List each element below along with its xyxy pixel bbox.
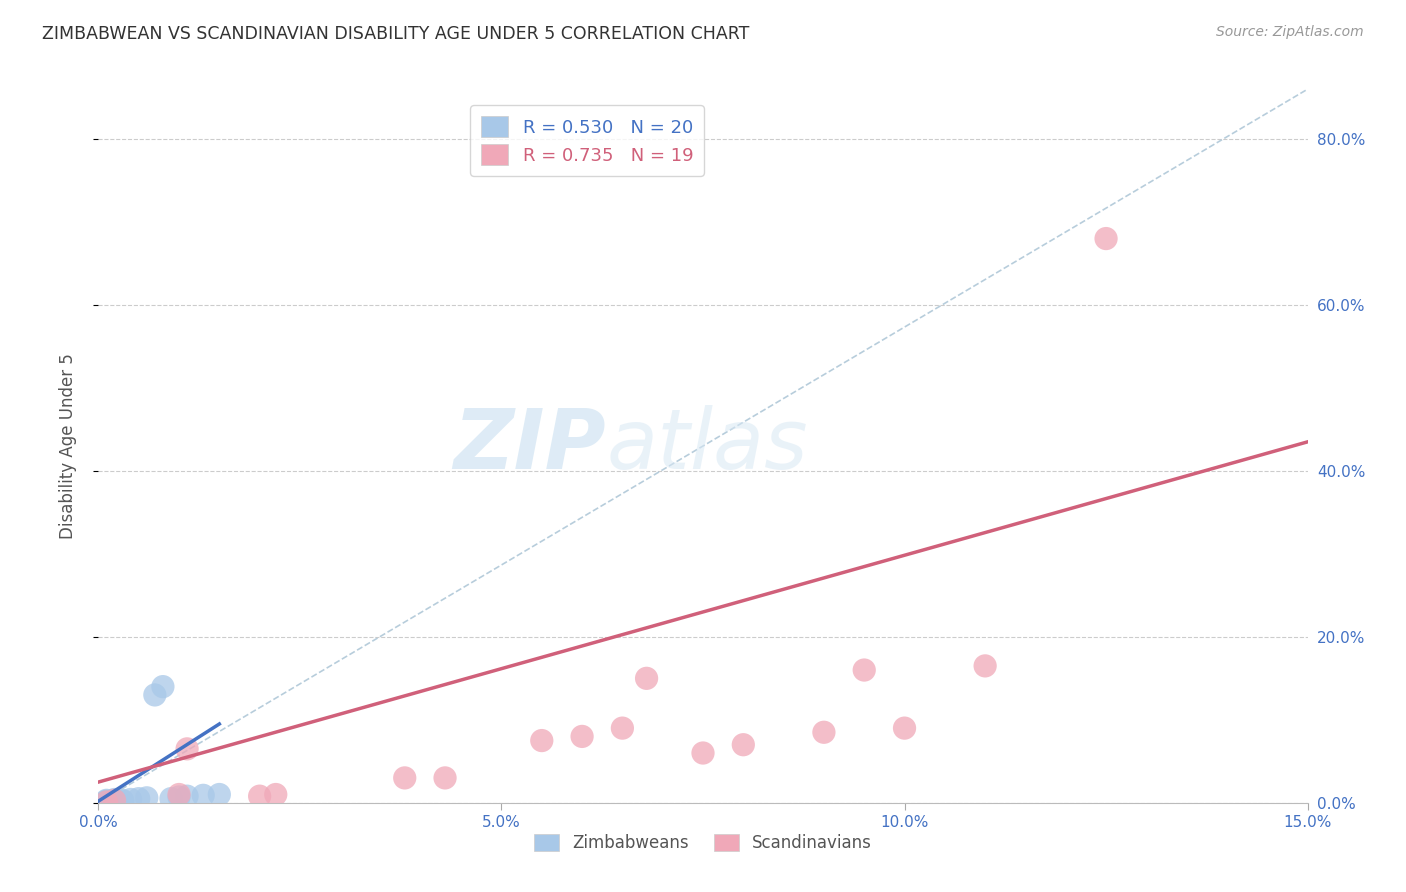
Text: ZIMBABWEAN VS SCANDINAVIAN DISABILITY AGE UNDER 5 CORRELATION CHART: ZIMBABWEAN VS SCANDINAVIAN DISABILITY AG… [42, 25, 749, 43]
Point [530, 733, 553, 747]
Point [160, 791, 183, 805]
Point [394, 771, 416, 785]
Text: atlas: atlas [606, 406, 808, 486]
Point [128, 791, 150, 805]
Point [167, 789, 190, 804]
Point [692, 746, 714, 760]
Point [571, 730, 593, 744]
Point [176, 789, 198, 804]
Legend: Zimbabweans, Scandinavians: Zimbabweans, Scandinavians [527, 827, 879, 859]
Point [120, 792, 142, 806]
Point [143, 688, 166, 702]
Point [96, 795, 118, 809]
Point [176, 742, 198, 756]
Point [111, 793, 134, 807]
Text: ZIP: ZIP [454, 406, 606, 486]
Point [103, 793, 125, 807]
Point [103, 795, 125, 809]
Point [853, 663, 876, 677]
Point [434, 771, 457, 785]
Point [893, 721, 915, 735]
Point [103, 794, 125, 808]
Y-axis label: Disability Age Under 5: Disability Age Under 5 [59, 353, 77, 539]
Point [208, 788, 231, 802]
Point [733, 738, 755, 752]
Text: Source: ZipAtlas.com: Source: ZipAtlas.com [1216, 25, 1364, 39]
Point [1095, 231, 1118, 245]
Point [135, 790, 157, 805]
Point [96, 794, 118, 808]
Point [152, 680, 174, 694]
Point [96, 793, 118, 807]
Point [103, 792, 125, 806]
Point [612, 721, 634, 735]
Point [636, 671, 658, 685]
Point [264, 788, 287, 802]
Point [96, 795, 118, 809]
Point [103, 793, 125, 807]
Point [974, 659, 997, 673]
Point [167, 788, 190, 802]
Point [249, 789, 271, 804]
Point [96, 795, 118, 809]
Point [193, 789, 215, 803]
Point [111, 794, 134, 808]
Point [813, 725, 835, 739]
